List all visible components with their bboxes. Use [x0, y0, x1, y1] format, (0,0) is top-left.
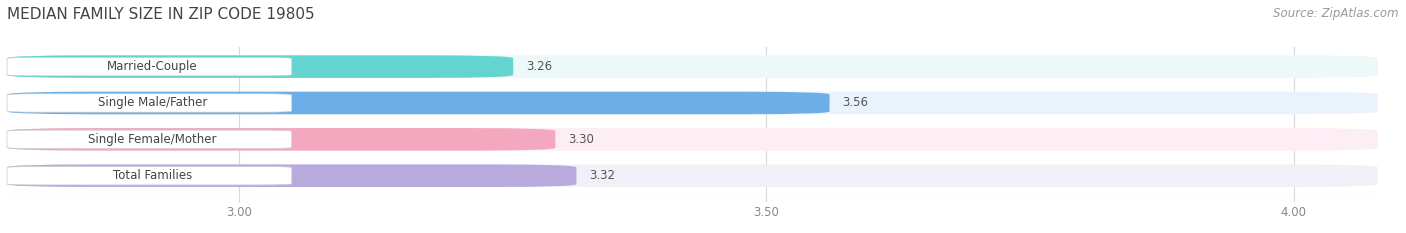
- Text: MEDIAN FAMILY SIZE IN ZIP CODE 19805: MEDIAN FAMILY SIZE IN ZIP CODE 19805: [7, 7, 315, 22]
- FancyBboxPatch shape: [7, 92, 830, 114]
- FancyBboxPatch shape: [7, 164, 576, 187]
- FancyBboxPatch shape: [7, 94, 291, 112]
- FancyBboxPatch shape: [7, 92, 1378, 114]
- FancyBboxPatch shape: [7, 57, 291, 76]
- FancyBboxPatch shape: [7, 128, 1378, 151]
- Text: 3.30: 3.30: [568, 133, 593, 146]
- Text: 3.32: 3.32: [589, 169, 614, 182]
- Text: Single Female/Mother: Single Female/Mother: [89, 133, 217, 146]
- FancyBboxPatch shape: [7, 55, 513, 78]
- Text: Married-Couple: Married-Couple: [107, 60, 198, 73]
- Text: Total Families: Total Families: [112, 169, 193, 182]
- Text: Source: ZipAtlas.com: Source: ZipAtlas.com: [1274, 7, 1399, 20]
- FancyBboxPatch shape: [7, 164, 1378, 187]
- Text: Single Male/Father: Single Male/Father: [98, 96, 207, 110]
- Text: 3.26: 3.26: [526, 60, 553, 73]
- Text: 3.56: 3.56: [842, 96, 868, 110]
- FancyBboxPatch shape: [7, 167, 291, 185]
- FancyBboxPatch shape: [7, 128, 555, 151]
- FancyBboxPatch shape: [7, 130, 291, 149]
- FancyBboxPatch shape: [7, 55, 1378, 78]
